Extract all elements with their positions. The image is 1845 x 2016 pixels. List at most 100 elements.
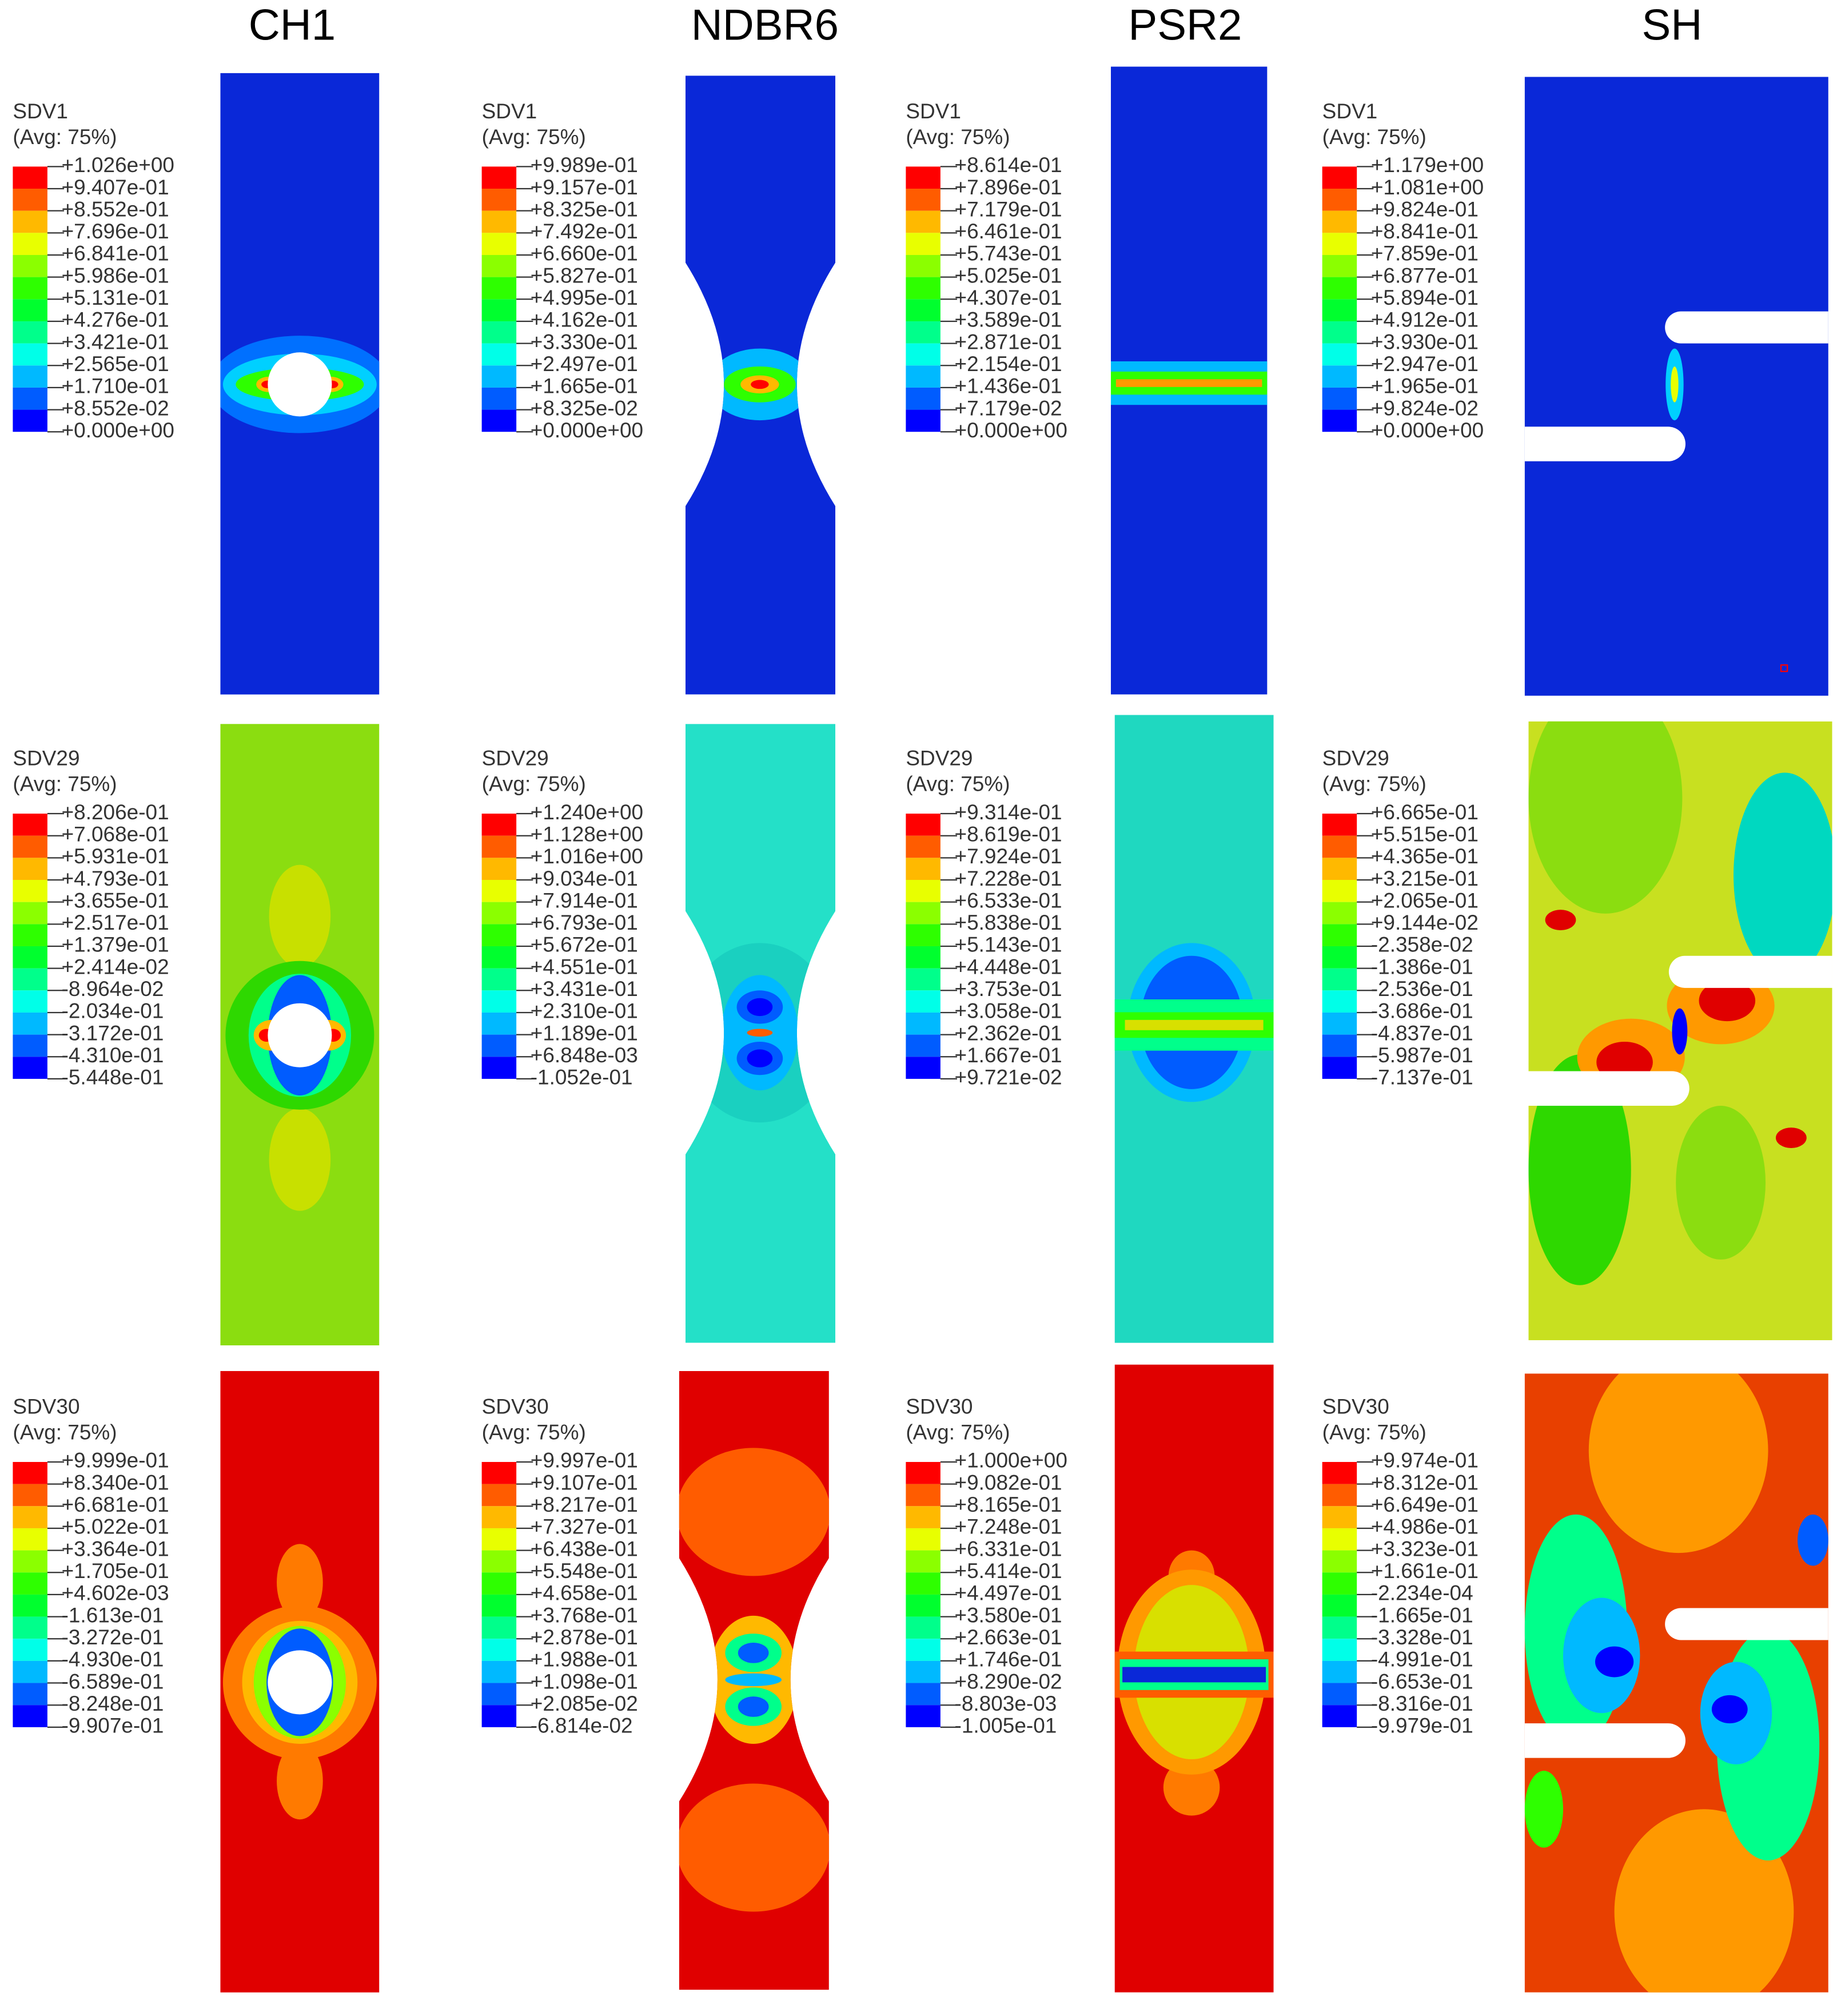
legend-label: +5.986e-01 xyxy=(62,264,169,287)
legend-swatch xyxy=(1322,858,1357,880)
legend-label: +7.896e-01 xyxy=(955,176,1062,199)
legend-label: +3.753e-01 xyxy=(955,977,1062,1001)
legend-swatch xyxy=(1322,1660,1357,1683)
legend-label: +9.034e-01 xyxy=(531,867,638,890)
legend-label: -2.234e-04 xyxy=(1371,1581,1473,1605)
legend-variable: SDV1 xyxy=(1322,99,1378,123)
legend-swatch xyxy=(481,166,517,189)
column-title: SH xyxy=(1642,1,1703,49)
legend-swatch xyxy=(13,233,47,255)
legend-swatch xyxy=(481,1012,517,1035)
legend-label: +1.661e-01 xyxy=(1371,1559,1479,1583)
legend-swatch xyxy=(906,1616,941,1639)
legend-label: +8.165e-01 xyxy=(955,1493,1062,1516)
legend-swatch xyxy=(481,1550,517,1573)
legend-variable: SDV30 xyxy=(13,1395,79,1419)
legend-label: +7.179e-01 xyxy=(955,197,1062,221)
legend-label: -6.589e-01 xyxy=(62,1670,164,1693)
legend-label: +9.974e-01 xyxy=(1371,1449,1479,1472)
legend-label: +8.552e-01 xyxy=(62,197,169,221)
legend-label: +6.461e-01 xyxy=(955,220,1062,243)
legend-label: +0.000e+00 xyxy=(1371,419,1484,442)
legend-label: +5.143e-01 xyxy=(955,933,1062,957)
legend-swatch xyxy=(906,387,941,410)
legend-swatch xyxy=(906,1034,941,1057)
legend-label: +9.082e-01 xyxy=(955,1471,1062,1494)
legend-swatch xyxy=(481,968,517,991)
legend-avg: (Avg: 75%) xyxy=(13,772,117,796)
legend-swatch xyxy=(481,835,517,858)
legend-swatch xyxy=(1322,924,1357,946)
legend-swatch xyxy=(481,1528,517,1551)
legend-label: +3.589e-01 xyxy=(955,308,1062,332)
legend-label: +5.827e-01 xyxy=(531,264,638,287)
legend-avg: (Avg: 75%) xyxy=(482,772,586,796)
legend-swatch xyxy=(1322,1528,1357,1551)
legend-swatch xyxy=(906,968,941,991)
legend-label: -4.837e-01 xyxy=(1371,1021,1473,1045)
legend-swatch xyxy=(13,924,47,946)
legend-swatch xyxy=(1322,365,1357,388)
legend-label: -3.328e-01 xyxy=(1371,1625,1473,1649)
legend-label: +5.025e-01 xyxy=(955,264,1062,287)
specimen-sh xyxy=(1528,721,1832,1341)
legend-label: +7.492e-01 xyxy=(531,220,638,243)
legend-label: +5.548e-01 xyxy=(531,1559,638,1583)
legend-swatch xyxy=(1322,814,1357,836)
legend-avg: (Avg: 75%) xyxy=(906,125,1010,149)
legend-swatch xyxy=(481,1461,517,1484)
legend-swatch xyxy=(906,1461,941,1484)
legend-label: +2.414e-02 xyxy=(62,955,169,978)
legend-label: +5.894e-01 xyxy=(1371,286,1479,309)
legend-swatch xyxy=(481,814,517,836)
legend-swatch xyxy=(1322,409,1357,432)
legend-label: +6.438e-01 xyxy=(531,1537,638,1560)
specimen-sh xyxy=(1524,1373,1828,1993)
legend-label: +8.619e-01 xyxy=(955,822,1062,846)
specimen-ndbr6 xyxy=(685,724,836,1343)
legend-label: +8.290e-02 xyxy=(955,1670,1062,1693)
specimen-sh xyxy=(1524,77,1828,696)
legend-label: -1.052e-01 xyxy=(531,1066,633,1089)
legend-swatch xyxy=(906,277,941,300)
legend-avg: (Avg: 75%) xyxy=(13,125,117,149)
legend-label: +8.841e-01 xyxy=(1371,220,1479,243)
legend-avg: (Avg: 75%) xyxy=(482,1420,586,1444)
specimen-ch1 xyxy=(220,724,380,1346)
legend-label: +2.565e-01 xyxy=(62,352,169,376)
legend-swatch xyxy=(1322,990,1357,1013)
legend-label: +7.068e-01 xyxy=(62,822,169,846)
legend-label: +2.947e-01 xyxy=(1371,352,1479,376)
legend-label: -2.536e-01 xyxy=(1371,977,1473,1001)
legend-swatch xyxy=(481,1705,517,1727)
legend-swatch xyxy=(906,409,941,432)
legend-label: +3.421e-01 xyxy=(62,330,169,353)
legend-label: +1.179e+00 xyxy=(1371,153,1484,177)
legend-variable: SDV30 xyxy=(482,1395,549,1419)
legend-swatch xyxy=(906,210,941,233)
legend-swatch xyxy=(481,387,517,410)
legend-label: +3.058e-01 xyxy=(955,999,1062,1023)
legend-avg: (Avg: 75%) xyxy=(1322,772,1426,796)
legend-swatch xyxy=(13,1660,47,1683)
legend-swatch xyxy=(906,233,941,255)
legend-label: +3.431e-01 xyxy=(531,977,638,1001)
legend-swatch xyxy=(13,1550,47,1573)
legend-swatch xyxy=(481,858,517,880)
legend-label: -4.310e-01 xyxy=(62,1043,164,1067)
legend-swatch xyxy=(1322,189,1357,211)
legend-label: +6.793e-01 xyxy=(531,911,638,934)
legend-swatch xyxy=(906,1506,941,1528)
legend-variable: SDV1 xyxy=(906,99,961,123)
legend-swatch xyxy=(1322,1705,1357,1727)
legend-swatch xyxy=(13,365,47,388)
legend-swatch xyxy=(13,1639,47,1661)
legend-variable: SDV29 xyxy=(906,747,973,770)
legend-swatch xyxy=(13,858,47,880)
legend-swatch xyxy=(906,1572,941,1595)
legend-swatch xyxy=(13,210,47,233)
legend-swatch xyxy=(1322,968,1357,991)
legend-label: +2.497e-01 xyxy=(531,352,638,376)
